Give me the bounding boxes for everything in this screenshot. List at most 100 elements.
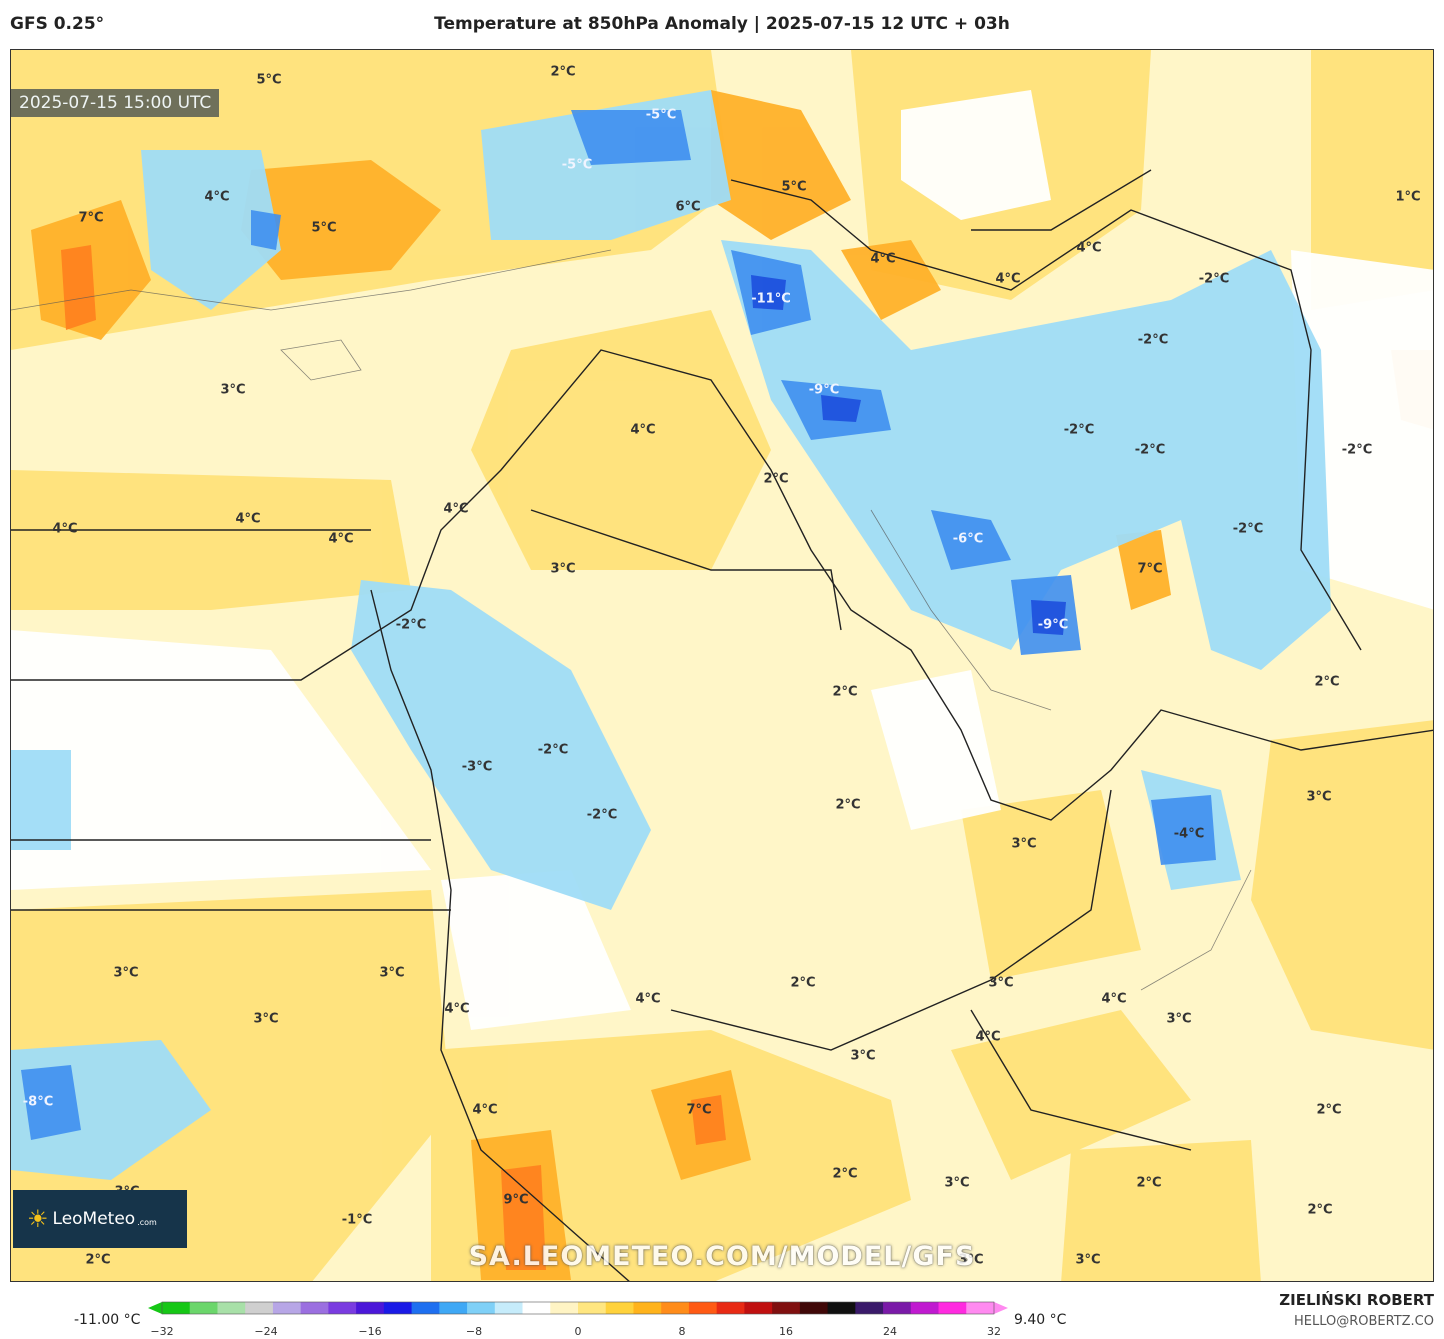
temperature-label: 5°C <box>256 72 282 88</box>
temperature-label: 3°C <box>1011 836 1037 852</box>
colorbar-segment <box>966 1302 995 1314</box>
temperature-label: -2°C <box>537 742 569 758</box>
borders <box>11 169 1433 1281</box>
temperature-label: 2°C <box>790 975 816 991</box>
temperature-label: 3°C <box>1075 1252 1101 1268</box>
warm-shading <box>11 50 1433 1281</box>
colorbar-segment <box>162 1302 191 1314</box>
temperature-label: -9°C <box>808 382 840 398</box>
temperature-label: -6°C <box>952 531 984 547</box>
colorbar-segment <box>578 1302 607 1314</box>
colorbar-segment <box>938 1302 967 1314</box>
temperature-label: 2°C <box>85 1252 111 1268</box>
model-name: GFS 0.25° <box>10 14 105 34</box>
colorbar-segment <box>411 1302 440 1314</box>
temperature-label: 4°C <box>870 251 896 267</box>
colorbar-tick-label: −16 <box>358 1325 382 1338</box>
temperature-label: 2°C <box>835 797 861 813</box>
temperature-label: 3°C <box>988 975 1014 991</box>
temperature-label: -2°C <box>395 617 427 633</box>
author-name: ZIELIŃSKI ROBERT <box>1279 1291 1434 1309</box>
colorbar-segment <box>467 1302 496 1314</box>
temperature-label: -2°C <box>1063 422 1095 438</box>
temperature-label: 4°C <box>472 1102 498 1118</box>
colorbar-max-label: 9.40 °C <box>1014 1312 1067 1328</box>
colorbar-segment <box>827 1302 856 1314</box>
colorbar-segment <box>744 1302 773 1314</box>
temperature-label: 2°C <box>763 471 789 487</box>
colorbar-outline <box>161 1301 995 1315</box>
temperature-label: 3°C <box>1166 1011 1192 1027</box>
temperature-label: 7°C <box>686 1102 712 1118</box>
temperature-label: -2°C <box>1137 332 1169 348</box>
valid-time-box: 2025-07-15 15:00 UTC <box>11 89 220 117</box>
colorbar <box>148 1301 1008 1315</box>
colorbar-segment <box>799 1302 829 1314</box>
colorbar-segment <box>772 1302 801 1314</box>
colorbar-min-label: -11.00 °C <box>74 1312 141 1328</box>
colorbar-segment <box>245 1302 274 1314</box>
temperature-label: 9°C <box>503 1192 529 1208</box>
colorbar-segment <box>300 1302 329 1314</box>
colorbar-segment <box>661 1302 690 1314</box>
colorbar-tick-label: 24 <box>883 1325 897 1338</box>
temperature-label: 7°C <box>1137 561 1163 577</box>
leometeo-logo[interactable]: ☀ LeoMeteo .com <box>13 1190 187 1248</box>
colorbar-segment <box>328 1302 357 1314</box>
sun-icon: ☀ <box>27 1205 49 1233</box>
colorbar-segment <box>633 1302 662 1314</box>
temperature-label: 4°C <box>52 521 78 537</box>
temperature-label: 5°C <box>311 220 337 236</box>
colorbar-tick-label: −32 <box>150 1325 174 1338</box>
temperature-label: -1°C <box>341 1212 373 1228</box>
temperature-label: 6°C <box>675 199 701 215</box>
temperature-label: 3°C <box>220 382 246 398</box>
temperature-label: 3°C <box>379 965 405 981</box>
colorbar-segment <box>522 1302 551 1314</box>
temperature-label: 4°C <box>630 422 656 438</box>
temperature-label: 4°C <box>995 271 1021 287</box>
colorbar-tick-label: 16 <box>779 1325 793 1338</box>
temperature-label: -5°C <box>561 157 593 173</box>
temperature-label: 1°C <box>1395 189 1421 205</box>
colorbar-max-arrow <box>994 1302 1008 1314</box>
colorbar-segment <box>217 1302 246 1314</box>
colorbar-tick-label: −24 <box>254 1325 278 1338</box>
temperature-label: 3°C <box>958 1252 984 1268</box>
temperature-label: 4°C <box>443 501 469 517</box>
temperature-label: 2°C <box>1307 1202 1333 1218</box>
coldest-shading <box>751 275 1066 635</box>
source-watermark: SA.LEOMETEO.COM/MODEL/GFS <box>468 1241 976 1272</box>
temperature-label: 4°C <box>1101 991 1127 1007</box>
temperature-label: -2°C <box>1341 442 1373 458</box>
anomaly-map[interactable]: 2025-07-15 15:00 UTC 2°C 5°C -5°C -5°C 4°C 7°… <box>10 49 1434 1282</box>
temperature-label: -2°C <box>1232 521 1264 537</box>
temperature-label: 2°C <box>1316 1102 1342 1118</box>
temperature-label: 3°C <box>253 1011 279 1027</box>
temperature-label: 2°C <box>1136 1175 1162 1191</box>
chart-title: Temperature at 850hPa Anomaly | 2025-07-… <box>434 14 1010 34</box>
author-email[interactable]: HELLO@ROBERTZ.CO <box>1293 1314 1434 1329</box>
temperature-label: 4°C <box>975 1029 1001 1045</box>
colorbar-segment <box>356 1302 385 1314</box>
temperature-label: -5°C <box>645 107 677 123</box>
colorbar-segment <box>688 1302 718 1314</box>
temperature-label: 3°C <box>1306 789 1332 805</box>
temperature-label: 4°C <box>328 531 354 547</box>
colorbar-segment <box>272 1302 302 1314</box>
colorbar-tick-label: −8 <box>465 1325 483 1338</box>
temperature-label: -2°C <box>1134 442 1166 458</box>
temperature-label: 3°C <box>113 965 139 981</box>
colorbar-segment <box>494 1302 524 1314</box>
colorbar-segment <box>189 1302 218 1314</box>
colorbar-segment <box>883 1302 912 1314</box>
colorbar-segment <box>605 1302 634 1314</box>
temperature-label: 3°C <box>850 1048 876 1064</box>
temperature-label: 3°C <box>550 561 576 577</box>
colorbar-segment <box>855 1302 884 1314</box>
temperature-label: 4°C <box>235 511 261 527</box>
temperature-label: -3°C <box>461 759 493 775</box>
logo-suffix: .com <box>137 1217 157 1227</box>
colorbar-tick-label: 0 <box>574 1325 582 1338</box>
temperature-label: 4°C <box>204 189 230 205</box>
